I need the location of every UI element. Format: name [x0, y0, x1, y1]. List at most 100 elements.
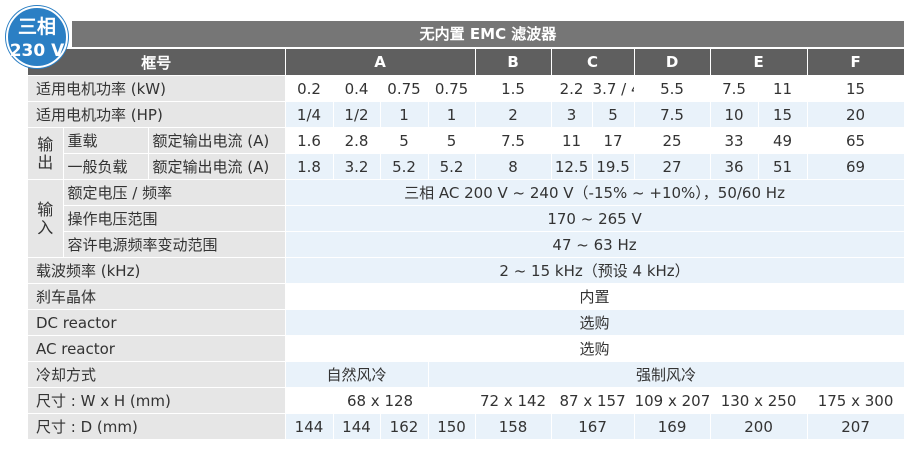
cell: 7.5	[634, 101, 711, 128]
cell: 5	[380, 127, 429, 154]
cell: 158	[475, 413, 552, 440]
cell: 1	[428, 101, 476, 128]
cell: 17	[592, 127, 635, 154]
cell: 1/2	[333, 101, 381, 128]
carrier-label: 载波频率 (kHz)	[28, 257, 286, 284]
input-range-value: 170 ~ 265 V	[285, 205, 905, 232]
input-range-label: 操作电压范围	[63, 205, 286, 232]
cell: 1.8	[285, 153, 334, 180]
brake-value: 内置	[285, 283, 905, 310]
cell: 2.2	[551, 75, 593, 102]
badge-voltage: 230 V	[9, 41, 65, 61]
size-d-label: 尺寸 : D (mm)	[28, 413, 286, 440]
cell: 169	[634, 413, 711, 440]
cell: 12.5	[551, 153, 593, 180]
frame-c: C	[551, 49, 635, 76]
cell: 10	[710, 101, 759, 128]
cell: 5	[428, 127, 476, 154]
phase-voltage-badge: 三相 230 V	[6, 6, 68, 68]
cell: 144	[333, 413, 381, 440]
ac-reactor-value: 选购	[285, 335, 905, 362]
cell: 8	[475, 153, 552, 180]
cell: 3.2	[333, 153, 381, 180]
cell: 144	[285, 413, 334, 440]
cell: 0.4	[333, 75, 381, 102]
cell: 207	[807, 413, 905, 440]
power-hp-label: 适用电机功率 (HP)	[28, 101, 286, 128]
output-group-text: 输出	[37, 134, 54, 172]
frame-f: F	[807, 49, 905, 76]
cell: 3.7 / 4	[592, 75, 635, 102]
cell: 7.5	[475, 127, 552, 154]
cell: 11	[758, 75, 808, 102]
cell: 3	[551, 101, 593, 128]
row-input-freq: 容许电源频率变动范围 47 ~ 63 Hz	[28, 231, 905, 258]
cell: 2	[475, 101, 552, 128]
dc-reactor-value: 选购	[285, 309, 905, 336]
cell: 150	[428, 413, 476, 440]
cell: 33	[710, 127, 759, 154]
row-size-d: 尺寸 : D (mm) 144 144 162 150 158 167 169 …	[28, 413, 905, 440]
cell: 69	[807, 153, 905, 180]
cell: 11	[551, 127, 593, 154]
cell: 27	[634, 153, 711, 180]
row-power-hp: 适用电机功率 (HP) 1/4 1/2 1 1 2 3 5 7.5 10 15 …	[28, 101, 905, 128]
cooling-label: 冷却方式	[28, 361, 286, 388]
cooling-forced: 强制风冷	[427, 361, 905, 388]
cell: 72 x 142	[475, 387, 552, 414]
cell: 68 x 128	[285, 387, 476, 414]
cell: 0.75	[428, 75, 476, 102]
row-cooling: 冷却方式 自然风冷 强制风冷	[28, 361, 905, 388]
cell: 0.75	[380, 75, 429, 102]
heavy-label: 重载	[63, 127, 149, 154]
cell: 5	[592, 101, 635, 128]
cell: 65	[807, 127, 905, 154]
frame-label: 框号	[28, 49, 286, 76]
row-input-range: 操作电压范围 170 ~ 265 V	[28, 205, 905, 232]
cell: 7.5	[710, 75, 759, 102]
cell: 5.5	[634, 75, 711, 102]
ac-reactor-label: AC reactor	[28, 335, 286, 362]
frame-d: D	[634, 49, 711, 76]
frame-b: B	[475, 49, 552, 76]
dc-reactor-label: DC reactor	[28, 309, 286, 336]
header-row: 框号 A B C D E F	[28, 49, 905, 76]
row-output-heavy: 输出 重载 额定输出电流 (A) 1.6 2.8 5 5 7.5 11 17 2…	[28, 127, 905, 180]
cell: 87 x 157	[551, 387, 635, 414]
output-group-label: 输出	[28, 127, 64, 180]
cooling-natural: 自然风冷	[285, 361, 429, 388]
cell: 200	[710, 413, 808, 440]
cell: 1.6	[285, 127, 334, 154]
carrier-value: 2 ~ 15 kHz（预设 4 kHz）	[285, 257, 905, 284]
cell: 5.2	[380, 153, 429, 180]
input-freq-value: 47 ~ 63 Hz	[285, 231, 905, 258]
cell: 51	[758, 153, 808, 180]
cell: 25	[634, 127, 711, 154]
row-dc-reactor: DC reactor 选购	[28, 309, 905, 336]
input-group-text: 输入	[37, 199, 54, 237]
cell: 167	[551, 413, 635, 440]
cell: 0.2	[285, 75, 334, 102]
cell: 15	[758, 101, 808, 128]
cell: 1/4	[285, 101, 334, 128]
cell: 1.5	[475, 75, 552, 102]
cell: 1	[380, 101, 429, 128]
size-wh-label: 尺寸 : W x H (mm)	[28, 387, 286, 414]
spec-table: 框号 A B C D E F 适用电机功率 (kW) 0.2 0.4 0.75 …	[28, 49, 905, 440]
badge-phase: 三相	[17, 16, 56, 38]
cell: 36	[710, 153, 759, 180]
row-size-wh: 尺寸 : W x H (mm) 68 x 128 72 x 142 87 x 1…	[28, 387, 905, 414]
cell: 5.2	[428, 153, 476, 180]
row-power-kw: 适用电机功率 (kW) 0.2 0.4 0.75 0.75 1.5 2.2 3.…	[28, 75, 905, 102]
cell: 49	[758, 127, 808, 154]
row-brake: 刹车晶体 内置	[28, 283, 905, 310]
row-output-normal: 一般负载 额定输出电流 (A) 1.8 3.2 5.2 5.2 8 12.5 1…	[28, 153, 905, 180]
input-rated-label: 额定电压 / 频率	[63, 179, 286, 206]
cell: 175 x 300	[807, 387, 905, 414]
input-group-label: 输入	[28, 179, 64, 258]
frame-e: E	[710, 49, 808, 76]
input-rated-value: 三相 AC 200 V ~ 240 V（-15% ~ +10%），50/60 H…	[285, 179, 905, 206]
normal-label: 一般负载	[63, 153, 149, 180]
cell: 20	[807, 101, 905, 128]
normal-sublabel: 额定输出电流 (A)	[148, 153, 286, 180]
